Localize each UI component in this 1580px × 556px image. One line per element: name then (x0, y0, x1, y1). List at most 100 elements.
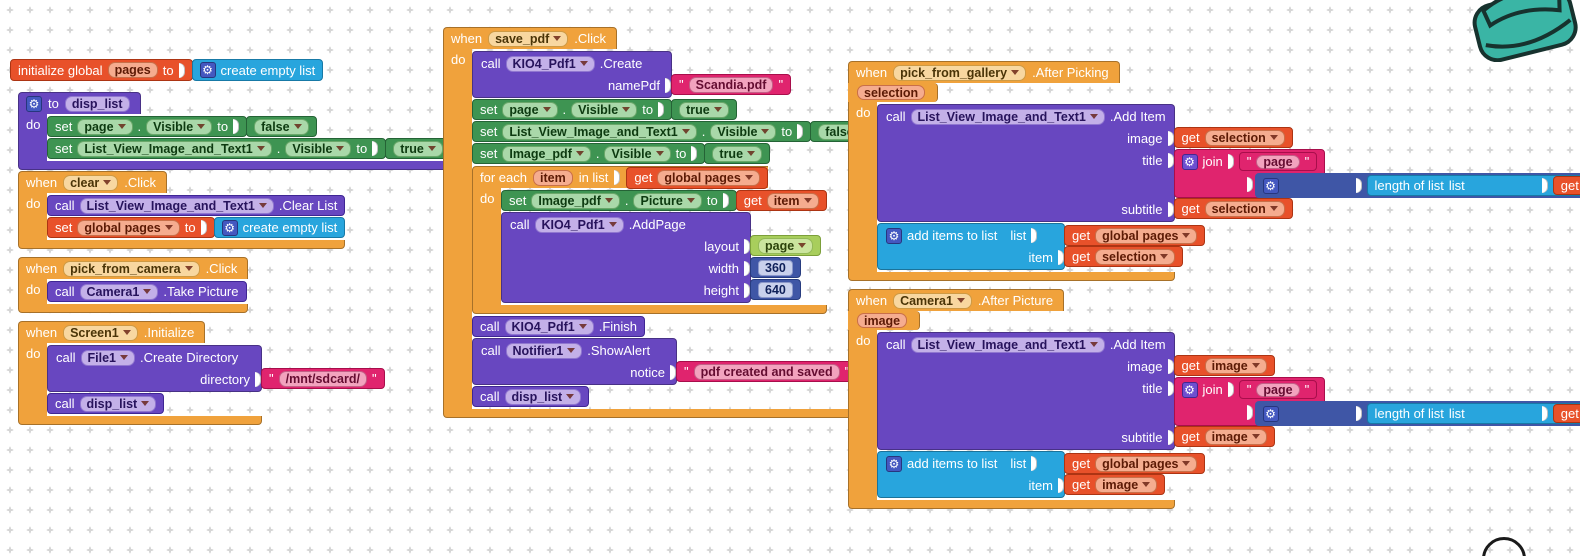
set-page-visible-row[interactable]: set page . Visible to true (472, 99, 737, 120)
mutator-gear-icon[interactable]: ⚙ (886, 455, 902, 472)
call-add-item-block[interactable]: call List_View_Image_and_Text1 .Add Item… (877, 104, 1580, 222)
get-selection-block[interactable]: get selection (1064, 246, 1184, 267)
component-dropdown[interactable]: clear (63, 174, 119, 191)
when-camera1-after-picture-block[interactable]: when Camera1 .After Picture image do cal… (848, 289, 1580, 509)
variable-dropdown[interactable]: image (1204, 357, 1267, 374)
get-global-pages-block[interactable]: get global pages (1552, 176, 1580, 195)
logic-true-block[interactable]: true (385, 138, 451, 159)
text-field[interactable]: page (1256, 154, 1300, 169)
add-items-to-list-block[interactable]: ⚙ add items to list list get global page… (877, 451, 1206, 498)
component-dropdown[interactable]: Camera1 (893, 292, 972, 309)
set-imagepdf-picture-row[interactable]: set Image_pdf . Picture to get item (501, 190, 827, 211)
component-dropdown[interactable]: List_View_Image_and_Text1 (910, 108, 1105, 125)
procedure-disp-list-block[interactable]: ⚙ to disp_list do set page . Visible to (18, 92, 451, 170)
when-pick-from-gallery-block[interactable]: when pick_from_gallery .After Picking se… (848, 61, 1580, 281)
get-image-block[interactable]: get image (1064, 474, 1166, 495)
enum-dropdown[interactable]: page (758, 237, 814, 254)
when-clear-click-block[interactable]: when clear .Click do call List_View_Imag… (18, 171, 346, 249)
variable-dropdown[interactable]: item (766, 192, 819, 209)
text-string-block[interactable]: " page " (1238, 380, 1318, 399)
logic-true-block[interactable]: true (671, 99, 737, 120)
variable-dropdown[interactable]: image (1204, 428, 1267, 445)
component-dropdown[interactable]: Image_pdf (531, 192, 620, 209)
get-item-block[interactable]: get item (735, 190, 827, 211)
get-global-pages-block[interactable]: get global pages (1552, 404, 1580, 423)
variable-dropdown[interactable]: global pages (657, 169, 760, 186)
procedure-header[interactable]: ⚙ to disp_list (18, 92, 141, 114)
component-dropdown[interactable]: pick_from_camera (63, 260, 200, 277)
mutator-gear-icon[interactable]: ⚙ (221, 219, 238, 236)
event-header[interactable]: when Camera1 .After Picture (848, 289, 1065, 311)
backpack-icon[interactable] (1446, 0, 1580, 62)
event-header[interactable]: when Screen1 .Initialize (18, 321, 206, 343)
component-dropdown[interactable]: pick_from_gallery (893, 64, 1027, 81)
event-header[interactable]: when save_pdf .Click (443, 27, 618, 49)
component-dropdown[interactable]: List_View_Image_and_Text1 (910, 336, 1105, 353)
component-dropdown[interactable]: Notifier1 (505, 342, 583, 359)
when-save-pdf-click-block[interactable]: when save_pdf .Click do call KIO4_Pdf1 .… (443, 27, 881, 418)
call-create-directory-block[interactable]: call File1 .Create Directory directory "… (47, 345, 385, 392)
trash-icon[interactable] (1482, 537, 1526, 556)
text-field[interactable]: /mnt/sdcard/ (278, 370, 367, 387)
plus-block[interactable]: ⚙ length of list list get (1254, 173, 1580, 198)
component-dropdown[interactable]: page (502, 101, 558, 118)
create-empty-list-block[interactable]: ⚙ create empty list (191, 59, 324, 81)
logic-dropdown[interactable]: false (254, 118, 309, 135)
variable-dropdown[interactable]: selection (1095, 248, 1176, 265)
component-dropdown[interactable]: Camera1 (79, 283, 159, 300)
call-disp-list-block[interactable]: call disp_list (472, 386, 590, 407)
length-of-list-block[interactable]: length of list list get global pages (1366, 403, 1580, 424)
component-dropdown[interactable]: page (77, 118, 133, 135)
component-dropdown[interactable]: save_pdf (488, 30, 569, 47)
get-selection-block[interactable]: get selection (1173, 127, 1293, 148)
initialize-global-block[interactable]: initialize global pages to (10, 59, 193, 81)
for-each-block[interactable]: for each item in list get global pages d… (472, 166, 827, 314)
text-string-block[interactable]: " Scandia.pdf " (671, 74, 792, 95)
number-block[interactable]: 640 (750, 279, 801, 300)
variable-name-field[interactable]: pages (107, 62, 158, 78)
plus-block[interactable]: ⚙ length of list list get (1254, 401, 1580, 426)
variable-dropdown[interactable]: global pages (1095, 227, 1198, 244)
when-screen1-initialize-block[interactable]: when Screen1 .Initialize do call File1 .… (18, 321, 385, 425)
mutator-gear-icon[interactable]: ⚙ (886, 227, 902, 244)
set-page-visible-row[interactable]: set page . Visible to false (47, 116, 317, 137)
call-show-alert-block[interactable]: call Notifier1 .ShowAlert notice " pdf c… (472, 338, 858, 385)
get-selection-block[interactable]: get selection (1173, 198, 1293, 219)
logic-true-block[interactable]: true (704, 143, 771, 164)
initialize-global-pages-block[interactable]: initialize global pages to ⚙ create empt… (10, 59, 324, 81)
join-block[interactable]: ⚙ join " page " (1173, 149, 1580, 198)
logic-dropdown[interactable]: true (679, 101, 729, 118)
component-dropdown[interactable]: List_View_Image_and_Text1 (79, 197, 274, 214)
event-header[interactable]: when pick_from_gallery .After Picking (848, 61, 1120, 83)
create-empty-list-block[interactable]: ⚙ create empty list (213, 217, 346, 238)
mutator-gear-icon[interactable]: ⚙ (199, 62, 216, 78)
param-selection-chip[interactable]: selection (857, 85, 926, 100)
procedure-dropdown[interactable]: disp_list (79, 395, 157, 412)
logic-dropdown[interactable]: true (393, 140, 443, 157)
property-dropdown[interactable]: Visible (571, 101, 638, 118)
loop-variable-field[interactable]: item (532, 169, 573, 186)
get-image-block[interactable]: get image (1173, 426, 1275, 447)
number-field[interactable]: 360 (758, 259, 793, 276)
for-each-header[interactable]: for each item in list get global pages (472, 166, 768, 189)
text-field[interactable]: page (1256, 382, 1300, 397)
join-block[interactable]: ⚙ join " page " (1173, 377, 1580, 426)
procedure-name-field[interactable]: disp_list (64, 95, 130, 112)
variable-dropdown[interactable]: selection (1204, 129, 1285, 146)
mutator-gear-icon[interactable]: ⚙ (1181, 381, 1198, 398)
variable-dropdown[interactable]: selection (1204, 200, 1285, 217)
component-dropdown[interactable]: KIO4_Pdf1 (534, 216, 624, 233)
text-field[interactable]: pdf created and saved (693, 363, 840, 380)
mutator-gear-icon[interactable]: ⚙ (1262, 405, 1279, 422)
call-disp-list-block[interactable]: call disp_list (47, 393, 165, 414)
component-dropdown[interactable]: KIO4_Pdf1 (504, 318, 594, 335)
set-global-pages-row[interactable]: set global pages to ⚙ create empty list (47, 217, 346, 238)
param-image-chip[interactable]: image (857, 313, 908, 328)
component-dropdown[interactable]: List_View_Image_and_Text1 (502, 123, 697, 140)
component-dropdown[interactable]: File1 (80, 349, 136, 366)
mutator-gear-icon[interactable]: ⚙ (26, 95, 42, 112)
event-header[interactable]: when clear .Click (18, 171, 168, 193)
procedure-dropdown[interactable]: disp_list (504, 388, 582, 405)
number-field[interactable]: 640 (758, 281, 793, 298)
get-global-pages-block[interactable]: get global pages (1064, 453, 1206, 474)
